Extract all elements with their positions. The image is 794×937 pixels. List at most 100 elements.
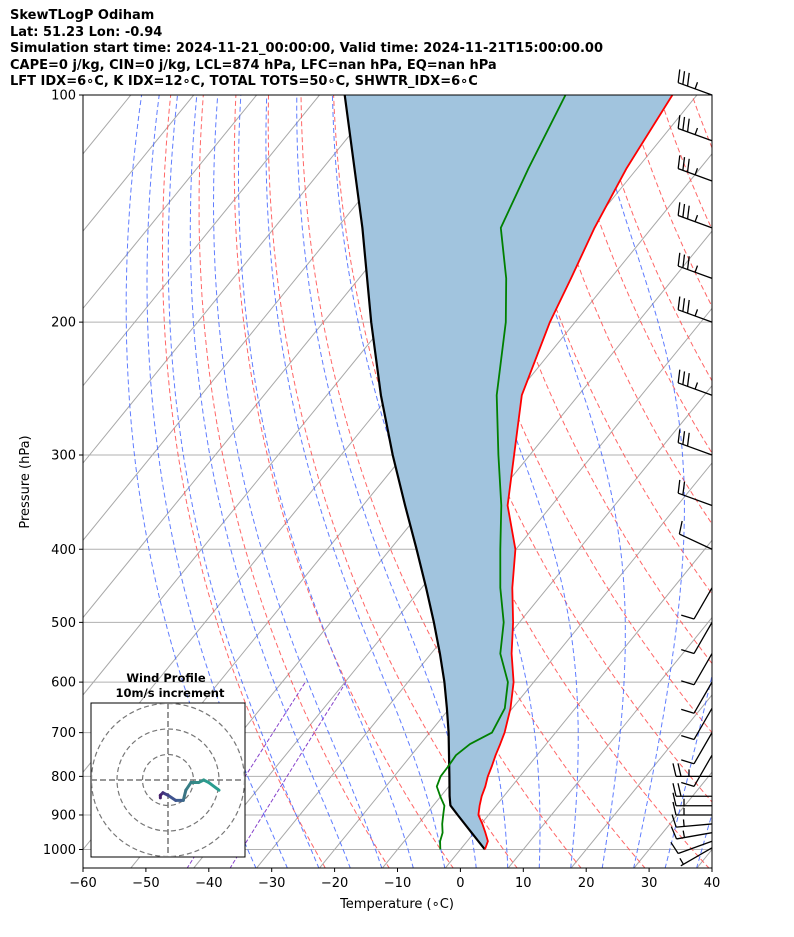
mixing-ratio-line (186, 681, 306, 868)
wind-barb (677, 479, 713, 507)
dewpoint-profile-line (435, 95, 567, 850)
wind-barb (677, 69, 713, 96)
hodograph-trace-segment (181, 788, 188, 802)
wind-barb (681, 754, 713, 788)
wind-barb-shaft (693, 754, 713, 787)
x-tick-label: 40 (704, 876, 721, 891)
wind-barb-flag (682, 431, 686, 445)
wind-barb-flag (678, 520, 683, 535)
profile-lines (343, 95, 674, 851)
dry-adiabat-line (593, 95, 712, 382)
dry-adiabat-line (783, 78, 794, 868)
wind-barb (671, 814, 713, 828)
wind-barb-flag (681, 680, 695, 686)
isotherm-line (83, 95, 384, 464)
wind-barb-shaft (677, 442, 713, 456)
y-tick-label: 800 (51, 770, 76, 785)
hodograph-title: Wind Profile (126, 671, 206, 685)
wind-barb-flag (686, 299, 690, 314)
dry-adiabat-line (658, 95, 712, 231)
wind-barb-flag (677, 296, 681, 310)
x-axis-label: Temperature (∘C) (339, 897, 454, 912)
y-tick-label: 700 (51, 726, 76, 741)
wind-barb-shaft (677, 840, 713, 855)
cape-shading (344, 95, 673, 850)
wind-barb (672, 783, 712, 797)
wind-barb-flag (677, 369, 681, 384)
wind-barb-flag (672, 763, 677, 777)
wind-barb-flag (681, 759, 695, 765)
x-tick-label: −20 (321, 876, 348, 891)
wind-barb-flag (677, 429, 681, 443)
x-tick-label: 20 (578, 876, 595, 891)
wind-barb-flag (677, 252, 681, 267)
wind-barb (670, 840, 713, 855)
isotherm-line (256, 307, 712, 868)
wind-barb-shaft (677, 492, 713, 507)
wind-barb-flag (686, 256, 690, 270)
wind-barb-shaft (676, 823, 713, 828)
isotherm-line (318, 384, 712, 868)
wind-barb-flag (677, 479, 681, 494)
moist-adiabat-line (238, 95, 414, 868)
indices-line: LFT IDX=6∘C, K IDX=12∘C, TOTAL TOTS=50∘C… (10, 74, 478, 90)
wind-barb (672, 792, 712, 807)
cape-line: CAPE=0 j/kg, CIN=0 j/kg, LCL=874 hPa, LF… (10, 57, 497, 73)
wind-barb (681, 622, 713, 655)
hodograph-trace-segment (184, 781, 193, 792)
wind-barb-flag (686, 205, 690, 220)
isotherm-line (83, 95, 321, 387)
hodograph-trace-segment (207, 781, 221, 792)
wind-barb-flag (681, 614, 695, 620)
wind-barb-flag (677, 69, 681, 83)
wind-barb-flag (686, 118, 690, 132)
wind-barb-flag (682, 254, 686, 268)
wind-barb-half-flag (694, 382, 699, 390)
wind-barb-flag (682, 481, 686, 495)
y-tick-label: 200 (51, 316, 76, 331)
wind-barb (677, 369, 713, 396)
chart-header: SkewTLogP Odiham Lat: 51.23 Lon: -0.94 S… (10, 8, 603, 91)
dry-adiabat-line (198, 95, 390, 868)
x-tick-label: −60 (69, 876, 96, 891)
temperature-profile-line (477, 95, 674, 850)
moist-adiabat-line (189, 95, 351, 868)
wind-barb (679, 847, 713, 867)
y-tick-label: 100 (51, 89, 76, 104)
wind-barb (677, 252, 713, 279)
wind-barb-shaft (693, 681, 713, 714)
wind-barb-flag (671, 814, 677, 828)
moist-adiabat-line (696, 811, 712, 868)
wind-barb-half-flag (694, 214, 699, 222)
wind-barb-half-flag (682, 830, 686, 838)
wind-barb-shaft (693, 732, 713, 765)
wind-barb (670, 826, 713, 840)
hodograph-plot (91, 703, 245, 857)
isotherm-line (696, 848, 712, 868)
wind-barb-flag (686, 432, 690, 447)
wind-barb (681, 732, 713, 765)
wind-barb (681, 653, 713, 686)
wind-barb (677, 296, 713, 323)
wind-barb-half-flag (694, 168, 699, 176)
wind-barb-half-flag (679, 857, 684, 865)
wind-barb (681, 708, 713, 741)
wind-barb (677, 429, 713, 456)
y-tick-label: 900 (51, 808, 76, 823)
wind-barb (677, 155, 713, 182)
chart-title: SkewTLogP Odiham (10, 8, 155, 23)
moist-adiabat-line (589, 95, 685, 868)
x-tick-label: 0 (456, 876, 464, 891)
moist-adiabat-line (212, 95, 383, 868)
wind-barb-flag (686, 158, 690, 173)
wind-barb-flag (670, 826, 678, 840)
x-tick-label: 30 (641, 876, 658, 891)
wind-barb-flag (682, 71, 686, 85)
moist-adiabat-line (265, 95, 446, 868)
wind-barb-half-flag (682, 819, 685, 827)
wind-barb-flag (682, 157, 686, 171)
dry-adiabat-line (718, 78, 794, 868)
dry-adiabat-line (751, 78, 794, 868)
